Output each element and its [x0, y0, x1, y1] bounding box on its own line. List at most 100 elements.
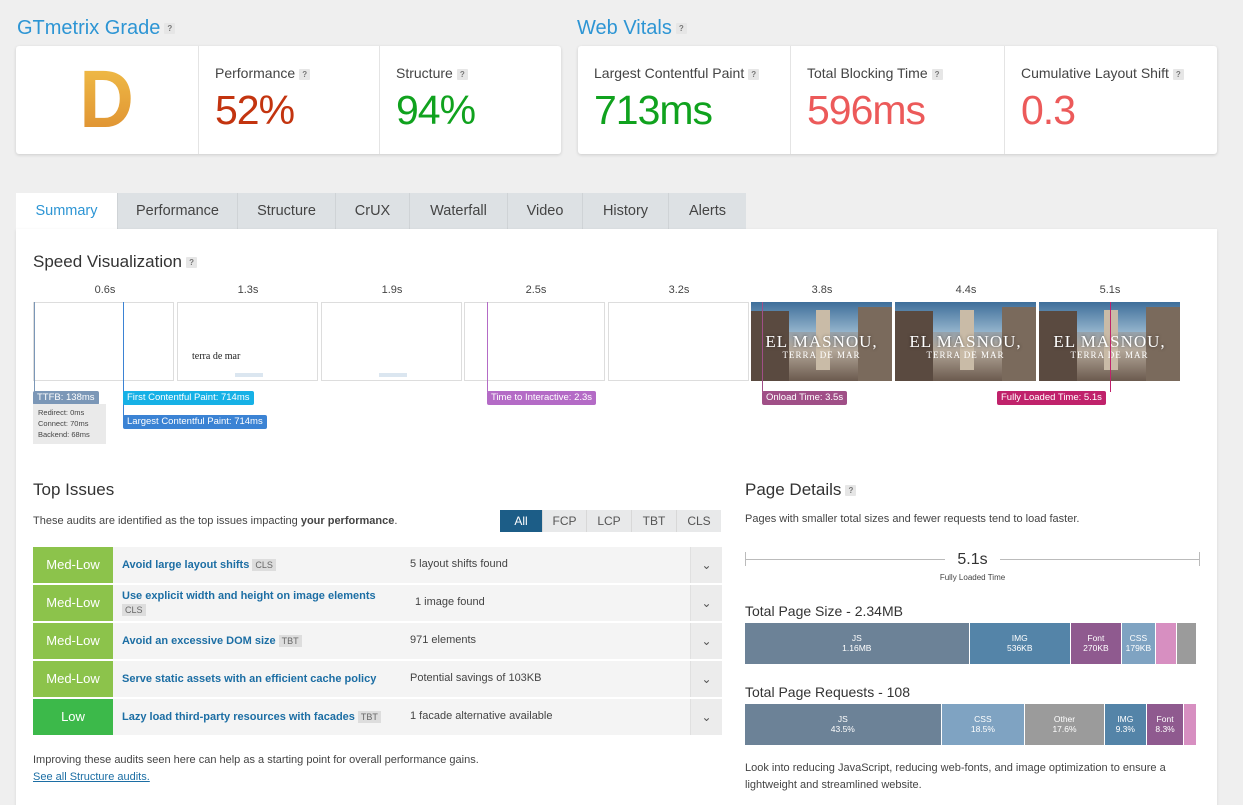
bar-segment[interactable]: Font 270KB	[1070, 623, 1122, 664]
connect-time: Connect: 70ms	[38, 419, 89, 428]
chevron-down-icon[interactable]: ⌄	[690, 585, 722, 621]
issue-title-text[interactable]: Avoid large layout shifts	[122, 559, 250, 571]
photo-tower	[960, 310, 974, 370]
page-size-title: Total Page Size - 2.34MB	[745, 603, 903, 619]
fcp-marker[interactable]: First Contentful Paint: 714ms	[123, 391, 254, 405]
bar-segment[interactable]	[1155, 623, 1178, 664]
tbt-label: Total Blocking Time	[807, 65, 928, 81]
issue-row[interactable]: Low Lazy load third-party resources with …	[33, 699, 722, 735]
help-icon[interactable]: ?	[931, 68, 943, 80]
bar-segment[interactable]: CSS 18.5%	[941, 704, 1026, 745]
frame-placeholder	[379, 373, 407, 377]
backend-time: Backend: 68ms	[38, 430, 90, 439]
tab-crux[interactable]: CrUX	[336, 193, 410, 230]
issue-title[interactable]: Use explicit width and height on image e…	[122, 589, 392, 617]
onload-marker[interactable]: Onload Time: 3.5s	[762, 391, 848, 405]
bar-segment[interactable]: Font 8.3%	[1146, 704, 1185, 745]
speed-visualization-title: Speed Visualization?	[33, 252, 198, 272]
ttfb-marker[interactable]: TTFB: 138ms	[33, 391, 99, 405]
issue-row[interactable]: Med-Low Serve static assets with an effic…	[33, 661, 722, 697]
issue-title-text[interactable]: Use explicit width and height on image e…	[122, 590, 376, 602]
filmstrip-frame[interactable]	[464, 302, 605, 381]
tti-marker[interactable]: Time to Interactive: 2.3s	[487, 391, 597, 405]
filter-cls[interactable]: CLS	[677, 510, 721, 532]
bar-segment[interactable]: JS 43.5%	[745, 704, 942, 745]
help-icon[interactable]: ?	[748, 68, 760, 80]
fully-loaded-marker[interactable]: Fully Loaded Time: 5.1s	[997, 391, 1106, 405]
lcp-marker[interactable]: Largest Contentful Paint: 714ms	[123, 415, 267, 429]
page-details-advice: Look into reducing JavaScript, reducing …	[745, 762, 1166, 791]
segment-name: JS	[851, 633, 862, 643]
metric-tag: TBT	[357, 711, 381, 723]
bar-segment[interactable]: JS 1.16MB	[745, 623, 970, 664]
help-icon[interactable]: ?	[675, 23, 687, 35]
issue-row[interactable]: Med-Low Avoid an excessive DOM size TBT 971…	[33, 623, 722, 659]
severity-badge: Med-Low	[33, 585, 113, 621]
photo-subtitle: TERRA DE MAR	[782, 350, 861, 360]
performance-value: 52%	[215, 87, 295, 133]
tab-alerts[interactable]: Alerts	[669, 193, 746, 230]
issue-title-text[interactable]: Lazy load third-party resources with fac…	[122, 711, 355, 723]
issue-title[interactable]: Avoid an excessive DOM size TBT	[122, 634, 302, 648]
help-icon[interactable]: ?	[456, 68, 468, 80]
help-icon[interactable]: ?	[845, 485, 857, 497]
issue-title[interactable]: Serve static assets with an efficient ca…	[122, 672, 376, 686]
help-icon[interactable]: ?	[299, 68, 311, 80]
structure-audits-link[interactable]: See all Structure audits.	[33, 771, 150, 783]
chevron-down-icon[interactable]: ⌄	[690, 661, 722, 697]
tab-structure[interactable]: Structure	[238, 193, 336, 230]
filmstrip-frame[interactable]	[321, 302, 462, 381]
issue-title[interactable]: Avoid large layout shifts CLS	[122, 558, 276, 572]
desc-text: These audits are identified as the top i…	[33, 515, 301, 527]
tab-history[interactable]: History	[583, 193, 669, 230]
help-icon[interactable]: ?	[186, 257, 198, 269]
filter-lcp[interactable]: LCP	[587, 510, 632, 532]
structure-value: 94%	[396, 87, 476, 133]
redirect-time: Redirect: 0ms	[38, 408, 85, 417]
metric-tag: TBT	[278, 635, 302, 647]
tab-video[interactable]: Video	[508, 193, 583, 230]
segment-value: 17.6%	[1052, 724, 1077, 734]
segment-name: CSS	[974, 714, 992, 724]
filmstrip-frame[interactable]: EL MASNOU, TERRA DE MAR	[895, 302, 1036, 381]
bar-segment[interactable]	[1184, 704, 1197, 745]
segment-value: 536KB	[1006, 643, 1033, 653]
photo-building	[751, 311, 789, 381]
severity-badge: Med-Low	[33, 547, 113, 583]
filter-tbt[interactable]: TBT	[632, 510, 677, 532]
tab-summary[interactable]: Summary	[16, 193, 118, 230]
filmstrip-frame[interactable]	[33, 302, 174, 381]
tab-performance[interactable]: Performance	[118, 193, 238, 230]
bar-segment[interactable]: Other 17.6%	[1025, 704, 1105, 745]
issue-row[interactable]: Med-Low Avoid large layout shifts CLS 5 lay…	[33, 547, 722, 583]
chevron-down-icon[interactable]: ⌄	[690, 623, 722, 659]
tab-waterfall[interactable]: Waterfall	[410, 193, 508, 230]
issue-title[interactable]: Lazy load third-party resources with fac…	[122, 710, 381, 724]
filmstrip-frame[interactable]	[608, 302, 749, 381]
chevron-down-icon[interactable]: ⌄	[690, 547, 722, 583]
metric-tag: CLS	[252, 559, 276, 571]
issue-row[interactable]: Med-Low Use explicit width and height on …	[33, 585, 722, 621]
help-icon[interactable]: ?	[1172, 68, 1184, 80]
filmstrip-frame[interactable]: EL MASNOU, TERRA DE MAR	[1039, 302, 1180, 381]
filmstrip-frame[interactable]: EL MASNOU, TERRA DE MAR	[751, 302, 892, 381]
bar-segment[interactable]: IMG 9.3%	[1104, 704, 1147, 745]
timeline-tick: 4.4s	[955, 284, 977, 296]
bar-segment[interactable]: CSS 179KB	[1121, 623, 1156, 664]
filter-all[interactable]: All	[500, 510, 543, 532]
issue-title-text[interactable]: Avoid an excessive DOM size	[122, 635, 276, 647]
issue-title-text[interactable]: Serve static assets with an efficient ca…	[122, 673, 377, 685]
segment-value: 18.5%	[970, 724, 995, 734]
bar-segment[interactable]	[1177, 623, 1197, 664]
desc-bold: your performance	[300, 515, 395, 527]
bar-segment[interactable]: IMG 536KB	[969, 623, 1071, 664]
help-icon[interactable]: ?	[164, 23, 176, 35]
chevron-down-icon[interactable]: ⌄	[690, 699, 722, 735]
filmstrip-frame[interactable]: terra de mar	[177, 302, 318, 381]
filter-fcp[interactable]: FCP	[543, 510, 587, 532]
photo-building	[858, 307, 892, 381]
onload-line	[762, 302, 763, 392]
structure-label: Structure	[396, 65, 453, 81]
photo-title: EL MASNOU,	[909, 332, 1022, 351]
structure-metric: Structure? 94%	[379, 46, 561, 154]
